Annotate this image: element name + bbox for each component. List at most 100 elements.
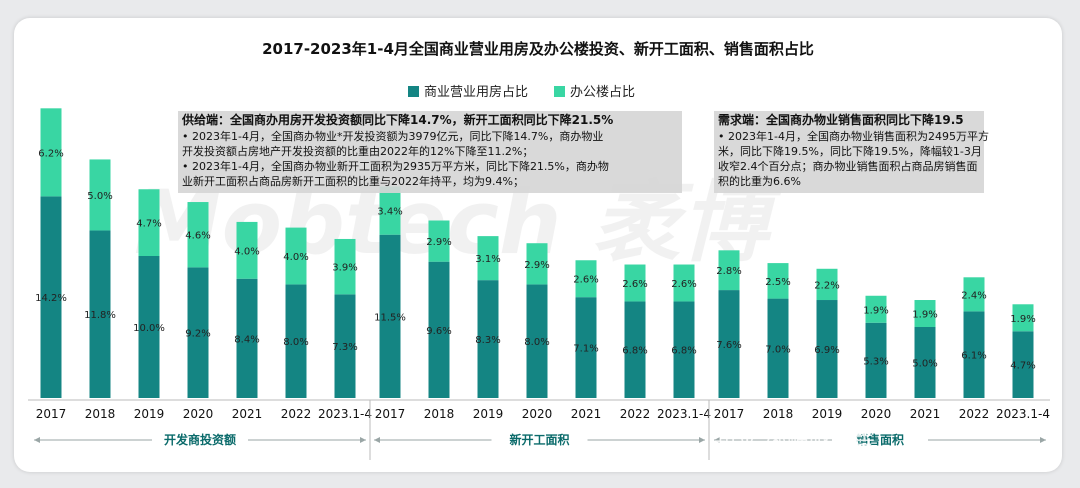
- chart-svg: Mobtech 袤博 2017-2023年1-4月全国商业营业用房及办公楼投资、…: [28, 40, 1050, 460]
- bar-commercial-g1-1: [40, 196, 62, 398]
- bar-office-g1-1: [40, 108, 62, 197]
- tick-g2-7: 2023.1-4: [657, 407, 711, 421]
- label-office-g2-3: 3.1%: [475, 254, 500, 265]
- tick-g2-4: 2020: [522, 407, 553, 421]
- label-office-g3-2: 2.5%: [765, 277, 790, 288]
- label-office-g3-5: 1.9%: [912, 310, 937, 321]
- bar-office-g1-2: [89, 159, 111, 231]
- legend-swatch-1: [408, 86, 419, 97]
- label-office-g2-2: 2.9%: [426, 237, 451, 248]
- bar-office-g2-7: [673, 264, 695, 302]
- tick-g3-6: 2022: [959, 407, 990, 421]
- bar-commercial-g1-6: [285, 284, 307, 398]
- label-office-g1-7: 3.9%: [332, 263, 357, 274]
- bar-office-g1-6: [285, 227, 307, 285]
- label-office-g3-7: 1.9%: [1010, 314, 1035, 325]
- annotation-line-1-1: • 2023年1-4月，全国商办物业*开发投资额为3979亿元，同比下降14.7…: [182, 129, 603, 143]
- tick-g1-6: 2022: [281, 407, 312, 421]
- annotation-line-2-1: • 2023年1-4月，全国商办物业销售面积为2495万平方: [718, 129, 989, 143]
- bar-office-g2-3: [477, 236, 499, 281]
- label-office-g3-1: 2.8%: [716, 266, 741, 277]
- group-label-1: 开发商投资额: [164, 432, 236, 447]
- bar-commercial-g3-4: [865, 322, 887, 398]
- group-arrowhead-right-2: [699, 437, 705, 443]
- label-commercial-g1-1: 14.2%: [35, 293, 67, 304]
- bar-office-g3-5: [914, 300, 936, 327]
- bar-commercial-g3-7: [1012, 331, 1034, 398]
- bar-office-g3-3: [816, 268, 838, 301]
- bar-commercial-g3-2: [767, 298, 789, 398]
- group-arrowhead-left-3: [714, 437, 720, 443]
- tick-g3-7: 2023.1-4: [996, 407, 1050, 421]
- annotation-line-1-2: 开发投资额占房地产开发投资额的比重由2022年的12%下降至11.2%；: [182, 144, 533, 158]
- label-office-g1-5: 4.0%: [234, 246, 259, 257]
- label-office-g3-3: 2.2%: [814, 280, 839, 291]
- legend: 商业营业用房占比 办公楼占比: [408, 84, 635, 100]
- tick-g2-3: 2019: [473, 407, 504, 421]
- label-office-g1-3: 4.7%: [136, 219, 161, 230]
- label-commercial-g1-3: 10.0%: [133, 323, 165, 334]
- label-office-g2-7: 2.6%: [671, 279, 696, 290]
- label-office-g1-4: 4.6%: [185, 231, 210, 242]
- annotation-head-1: 供给端：全国商办用房开发投资额同比下降14.7%，新开工面积同比下降21.5%: [181, 112, 613, 127]
- tick-g3-3: 2019: [812, 407, 843, 421]
- bar-commercial-g2-5: [575, 297, 597, 398]
- bar-commercial-g2-2: [428, 261, 450, 398]
- tick-g1-5: 2021: [232, 407, 263, 421]
- label-commercial-g3-6: 6.1%: [961, 351, 986, 362]
- label-commercial-g1-5: 8.4%: [234, 334, 259, 345]
- label-commercial-g2-2: 9.6%: [426, 326, 451, 337]
- bar-commercial-g1-4: [187, 267, 209, 398]
- group-arrowhead-right-1: [360, 437, 366, 443]
- tick-g1-2: 2018: [85, 407, 116, 421]
- tick-g3-2: 2018: [763, 407, 794, 421]
- label-commercial-g2-5: 7.1%: [573, 344, 598, 355]
- bar-commercial-g1-5: [236, 278, 258, 398]
- label-commercial-g3-1: 7.6%: [716, 340, 741, 351]
- tick-g2-2: 2018: [424, 407, 455, 421]
- bar-commercial-g2-7: [673, 301, 695, 398]
- label-commercial-g1-6: 8.0%: [283, 337, 308, 348]
- chart-title: 2017-2023年1-4月全国商业营业用房及办公楼投资、新开工面积、销售面积占…: [262, 40, 814, 58]
- label-office-g1-2: 5.0%: [87, 191, 112, 202]
- legend-label-1: 商业营业用房占比: [424, 84, 528, 100]
- bars: 14.2% 6.2% 11.8% 5.0% 10.0% 4.7% 9.2% 4.6% 8.4% 4…: [35, 108, 1036, 398]
- annotation-line-1-3: • 2023年1-4月，全国商办物业新开工面积为2935万平方米，同比下降21.…: [182, 159, 609, 173]
- tick-g3-4: 2020: [861, 407, 892, 421]
- bar-commercial-g2-3: [477, 280, 499, 398]
- label-office-g1-6: 4.0%: [283, 252, 308, 263]
- tick-g1-4: 2020: [183, 407, 214, 421]
- label-office-g3-4: 1.9%: [863, 305, 888, 316]
- group-arrowhead-left-2: [374, 437, 380, 443]
- annotation-line-2-4: 积的比重为6.6%: [718, 174, 801, 188]
- bar-commercial-g2-4: [526, 284, 548, 398]
- bar-office-g2-5: [575, 260, 597, 298]
- annotation-line-1-4: 业新开工面积占商品房新开工面积的比重与2022年持平，均为9.4%；: [182, 174, 524, 188]
- tick-g1-3: 2019: [134, 407, 165, 421]
- group-arrowhead-left-1: [34, 437, 40, 443]
- legend-label-2: 办公楼占比: [570, 85, 635, 100]
- bar-office-g2-6: [624, 264, 646, 302]
- label-commercial-g3-7: 4.7%: [1010, 361, 1035, 372]
- source-overlay: 知乎 @蝉鸣报告: [714, 431, 875, 456]
- label-commercial-g1-4: 9.2%: [185, 329, 210, 340]
- bar-commercial-g1-2: [89, 230, 111, 398]
- group-labels: 开发商投资额 新开工面积 销售面积: [34, 432, 1046, 447]
- annotation-head-2: 需求端：全国商办物业销售面积同比下降19.5: [718, 112, 964, 127]
- tick-g1-7: 2023.1-4: [318, 407, 372, 421]
- bar-office-g2-4: [526, 243, 548, 285]
- label-commercial-g2-6: 6.8%: [622, 346, 647, 357]
- label-office-g2-5: 2.6%: [573, 275, 598, 286]
- annotation-box-2: [714, 111, 984, 193]
- tick-g2-6: 2022: [620, 407, 651, 421]
- bar-commercial-g3-1: [718, 290, 740, 398]
- label-commercial-g2-3: 8.3%: [475, 335, 500, 346]
- bar-commercial-g3-5: [914, 327, 936, 398]
- bar-commercial-g3-3: [816, 300, 838, 398]
- bar-office-g3-2: [767, 263, 789, 299]
- tick-g3-1: 2017: [714, 407, 745, 421]
- group-label-3: 销售面积: [856, 432, 904, 447]
- label-commercial-g3-2: 7.0%: [765, 344, 790, 355]
- label-commercial-g1-7: 7.3%: [332, 342, 357, 353]
- bar-commercial-g1-7: [334, 294, 356, 398]
